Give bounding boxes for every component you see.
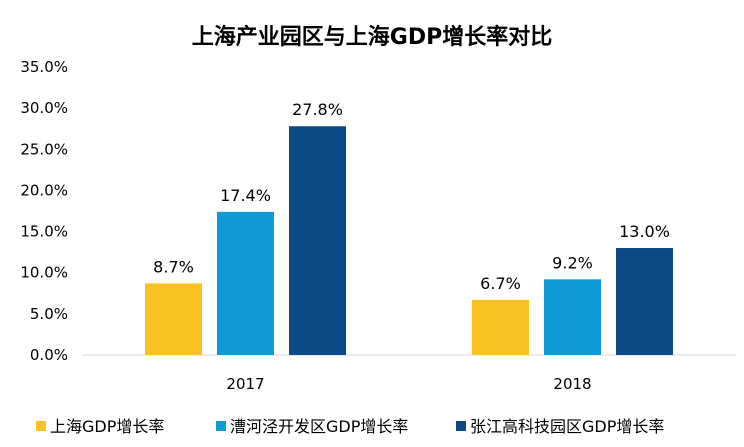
bars: 8.7% 17.4% 27.8% 6.7% 9.2% 13.0%: [145, 100, 673, 355]
bar-2017-series-3: [289, 126, 346, 355]
y-tick-label: 35.0%: [20, 58, 68, 76]
bar-2018-series-2: [544, 279, 601, 355]
y-tick-label: 5.0%: [30, 305, 68, 323]
y-axis: 0.0% 5.0% 10.0% 15.0% 20.0% 25.0% 30.0% 35.0%: [20, 58, 68, 364]
data-label: 27.8%: [292, 100, 343, 119]
legend-swatch: [456, 421, 466, 431]
legend-label: 张江高科技园区GDP增长率: [470, 417, 664, 436]
chart-title: 上海产业园区与上海GDP增长率对比: [192, 24, 552, 50]
legend-swatch: [216, 421, 226, 431]
data-label: 13.0%: [619, 222, 670, 241]
legend: 上海GDP增长率 漕河泾开发区GDP增长率 张江高科技园区GDP增长率: [36, 417, 664, 436]
y-tick-label: 0.0%: [30, 346, 68, 364]
y-tick-label: 30.0%: [20, 99, 68, 117]
bar-2017-series-1: [145, 283, 202, 355]
legend-label: 漕河泾开发区GDP增长率: [230, 417, 408, 436]
bar-2018-series-3: [616, 248, 673, 355]
x-tick-label: 2018: [553, 375, 591, 393]
data-label: 9.2%: [552, 253, 593, 272]
data-label: 8.7%: [153, 257, 194, 276]
legend-label: 上海GDP增长率: [50, 417, 164, 436]
data-label: 17.4%: [220, 186, 271, 205]
x-tick-label: 2017: [226, 375, 264, 393]
y-tick-label: 25.0%: [20, 140, 68, 158]
y-tick-label: 15.0%: [20, 223, 68, 241]
bar-2017-series-2: [217, 211, 274, 355]
x-axis: 2017 2018: [226, 375, 591, 393]
y-tick-label: 20.0%: [20, 181, 68, 199]
legend-swatch: [36, 421, 46, 431]
y-tick-label: 10.0%: [20, 264, 68, 282]
data-label: 6.7%: [480, 274, 521, 293]
bar-2018-series-1: [472, 299, 529, 355]
